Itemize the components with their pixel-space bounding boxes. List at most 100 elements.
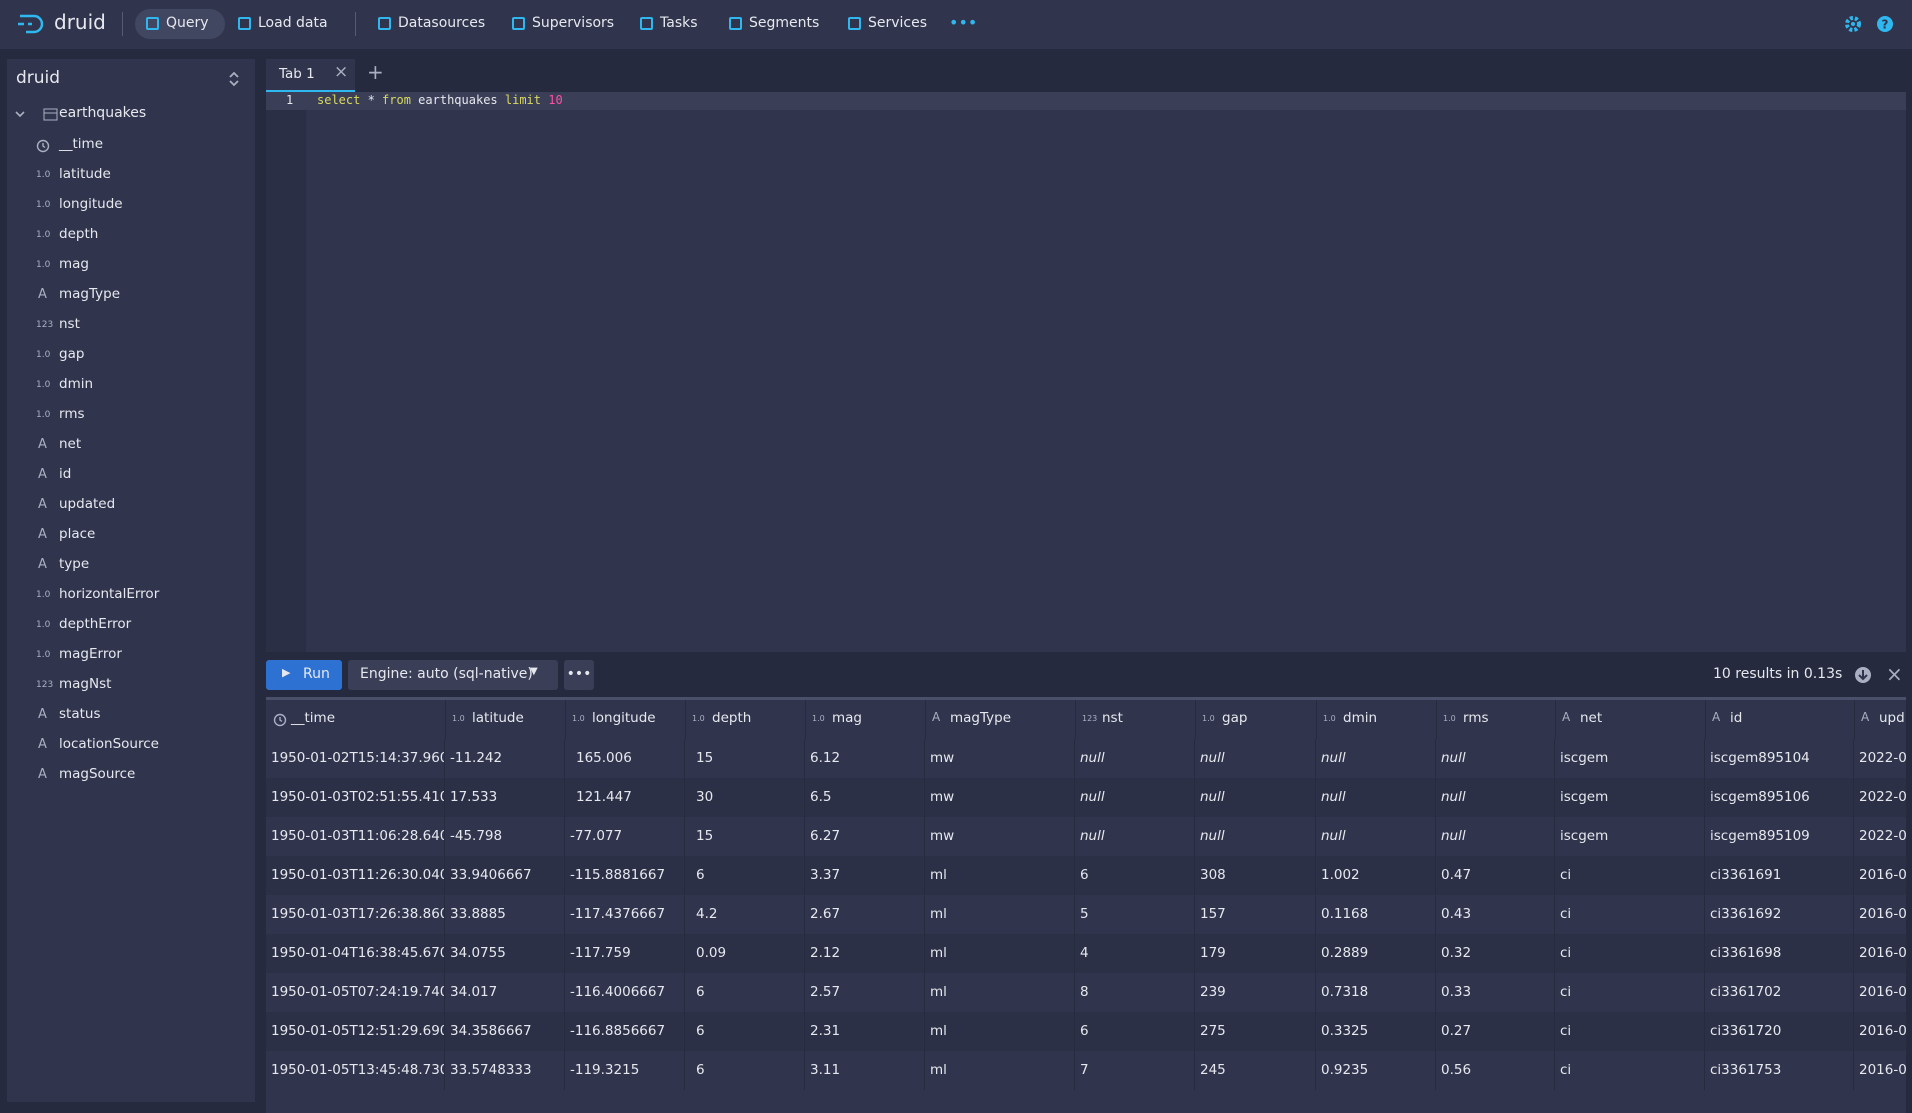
table-cell: -117.759: [565, 934, 685, 973]
column-type: A: [38, 737, 47, 752]
column-name[interactable]: depthError: [59, 616, 131, 632]
column-type: 1.0: [36, 230, 50, 240]
table-cell: 0.2889: [1316, 934, 1436, 973]
column-type: 1.0: [36, 620, 50, 630]
column-name[interactable]: magType: [59, 286, 120, 302]
tab-close[interactable]: ×: [334, 62, 348, 82]
add-tab[interactable]: +: [367, 60, 384, 84]
table-cell: ci3361691: [1705, 856, 1854, 895]
column-name[interactable]: rms: [59, 406, 85, 422]
column-type: A: [38, 467, 47, 482]
nav-item[interactable]: Load data: [258, 15, 328, 31]
column-header[interactable]: __time: [266, 700, 446, 739]
table-cell: 6: [685, 1051, 805, 1090]
column-name[interactable]: longitude: [59, 196, 123, 212]
table-cell: 15: [685, 739, 805, 778]
engine-select[interactable]: Engine: auto (sql-native) ▼: [348, 660, 558, 690]
editor[interactable]: 1 select * from earthquakes limit 10: [266, 92, 1906, 652]
table-cell: 2.67: [805, 895, 925, 934]
table-cell: 6: [685, 1012, 805, 1051]
table-cell: ml: [925, 934, 1075, 973]
table-cell: 1950-01-05T12:51:29.690Z: [266, 1012, 445, 1051]
column-type: 1.0: [36, 350, 50, 360]
column-name[interactable]: magNst: [59, 676, 111, 692]
table-cell: 0.32: [1436, 934, 1555, 973]
nav-item[interactable]: Services: [868, 15, 927, 31]
column-header[interactable]: AmagType: [925, 700, 1076, 739]
table-cell: -115.8881667: [565, 856, 685, 895]
column-name[interactable]: id: [59, 466, 71, 482]
column-name[interactable]: latitude: [59, 166, 111, 182]
table-cell: 6.5: [805, 778, 925, 817]
table-cell: 239: [1195, 973, 1316, 1012]
table-cell: 0.1168: [1316, 895, 1436, 934]
column-name[interactable]: depth: [59, 226, 98, 242]
column-name[interactable]: net: [59, 436, 81, 452]
column-type: 1.0: [36, 170, 50, 180]
table-cell: iscgem895106: [1705, 778, 1854, 817]
column-name[interactable]: nst: [59, 316, 80, 332]
close-results[interactable]: ×: [1886, 662, 1903, 686]
column-header[interactable]: 1.0mag: [805, 700, 926, 739]
nav-item[interactable]: Segments: [749, 15, 819, 31]
database-select[interactable]: druid: [16, 68, 60, 88]
table-cell: null: [1316, 778, 1436, 817]
run-label: Run: [303, 666, 330, 682]
table-cell: -116.4006667: [565, 973, 685, 1012]
column-name[interactable]: dmin: [59, 376, 93, 392]
column-header[interactable]: 1.0dmin: [1316, 700, 1437, 739]
header-name: dmin: [1343, 710, 1377, 726]
column-name[interactable]: place: [59, 526, 95, 542]
column-header[interactable]: Aupd: [1854, 700, 1906, 739]
column-name[interactable]: status: [59, 706, 100, 722]
nav-item[interactable]: Supervisors: [532, 15, 614, 31]
header-type: A: [1861, 710, 1869, 724]
table-cell: mw: [925, 817, 1075, 856]
run-button[interactable]: ▶ Run: [266, 660, 342, 690]
more-button[interactable]: •••: [564, 660, 594, 690]
nav-item[interactable]: Tasks: [660, 15, 698, 31]
time-icon: [36, 139, 50, 153]
column-header[interactable]: Aid: [1705, 700, 1855, 739]
more-nav[interactable]: •••: [949, 13, 977, 32]
header-type: 123: [1082, 714, 1097, 723]
column-name[interactable]: magError: [59, 646, 122, 662]
divider: [122, 12, 123, 36]
table-cell: 1950-01-05T07:24:19.740Z: [266, 973, 445, 1012]
nav-item[interactable]: Datasources: [398, 15, 485, 31]
header-name: longitude: [592, 710, 656, 726]
column-name[interactable]: type: [59, 556, 89, 572]
code-token: limit: [505, 93, 541, 107]
table-cell: 0.33: [1436, 973, 1555, 1012]
brand[interactable]: druid: [54, 10, 106, 34]
column-header[interactable]: 123nst: [1075, 700, 1196, 739]
column-name[interactable]: updated: [59, 496, 115, 512]
svg-text:?: ?: [1882, 18, 1889, 32]
column-name[interactable]: __time: [59, 136, 103, 152]
nav-item[interactable]: Query: [166, 15, 209, 31]
column-name[interactable]: mag: [59, 256, 89, 272]
table-cell: 1950-01-03T17:26:38.860Z: [266, 895, 445, 934]
column-name[interactable]: gap: [59, 346, 84, 362]
help-icon[interactable]: ?: [1875, 14, 1895, 34]
settings-icon[interactable]: [1843, 14, 1863, 34]
table-cell: ci: [1555, 973, 1705, 1012]
column-name[interactable]: magSource: [59, 766, 135, 782]
table-cell: iscgem: [1555, 739, 1705, 778]
column-header[interactable]: Anet: [1555, 700, 1706, 739]
column-header[interactable]: 1.0latitude: [445, 700, 566, 739]
tab[interactable]: Tab 1 ×: [266, 59, 355, 92]
table-cell: 308: [1195, 856, 1316, 895]
table-name[interactable]: earthquakes: [59, 105, 146, 121]
column-header[interactable]: 1.0gap: [1195, 700, 1317, 739]
column-header[interactable]: 1.0rms: [1436, 700, 1556, 739]
table-cell: -11.242: [445, 739, 565, 778]
column-header[interactable]: 1.0longitude: [565, 700, 686, 739]
column-name[interactable]: locationSource: [59, 736, 159, 752]
gutter: [266, 92, 306, 652]
column-name[interactable]: horizontalError: [59, 586, 159, 602]
column-type: A: [38, 557, 47, 572]
download-icon[interactable]: [1854, 666, 1872, 684]
table-cell: iscgem895104: [1705, 739, 1854, 778]
column-header[interactable]: 1.0depth: [685, 700, 806, 739]
